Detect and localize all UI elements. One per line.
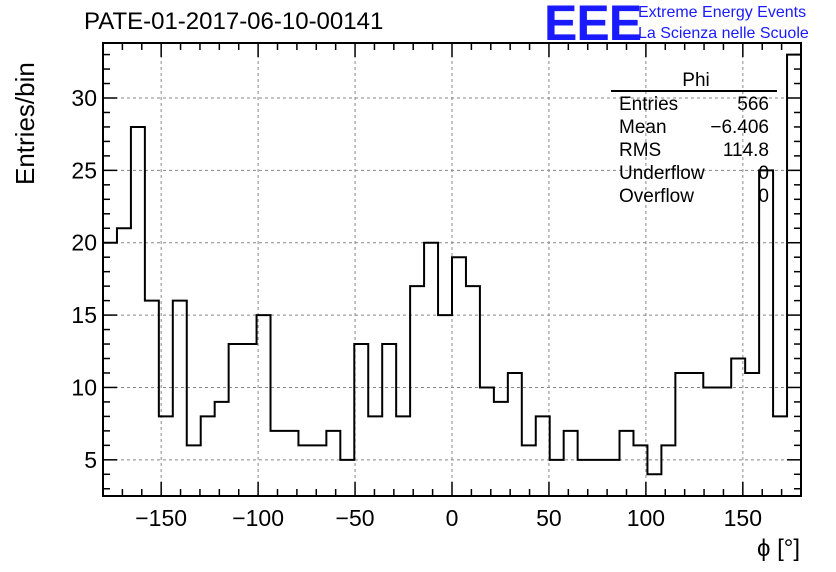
- chart-title: PATE-01-2017-06-10-00141: [84, 8, 384, 35]
- histogram-bin: [773, 416, 787, 496]
- histogram-bin: [508, 373, 522, 496]
- y-tick-label: 30: [71, 85, 97, 111]
- stats-box: Phi Entries 566 Mean −6.406 RMS 114.8 Underflo…: [611, 70, 777, 207]
- stats-rows: Entries 566 Mean −6.406 RMS 114.8 Underflow 0 Ov…: [619, 94, 769, 207]
- stats-row-value: 0: [758, 186, 769, 207]
- histogram-bin: [243, 344, 257, 496]
- histogram-bin: [592, 460, 606, 496]
- y-tick-label: 15: [71, 302, 97, 328]
- histogram-bin: [382, 344, 396, 496]
- histogram-bin: [326, 431, 340, 496]
- histogram-bin: [354, 344, 368, 496]
- histogram-bin: [564, 431, 578, 496]
- stats-row-label: Overflow: [619, 186, 694, 207]
- histogram-bin: [396, 416, 410, 496]
- histogram-bin: [215, 402, 229, 496]
- stats-row-label: Mean: [619, 117, 667, 138]
- x-tick-label: 100: [627, 505, 665, 531]
- histogram-bin: [536, 416, 550, 496]
- eee-logo: EEE: [544, 0, 642, 51]
- y-tick-label: 10: [71, 374, 97, 400]
- histogram-bin: [284, 431, 298, 496]
- histogram-bin: [145, 301, 159, 496]
- histogram-bin: [703, 387, 717, 496]
- histogram-bin: [759, 170, 773, 496]
- histogram-bin: [117, 228, 131, 496]
- x-tick-label: 0: [446, 505, 459, 531]
- histogram-bin: [550, 460, 564, 496]
- stats-row-label: Entries: [619, 94, 678, 115]
- histogram-bin: [620, 431, 634, 496]
- stats-row-value: −6.406: [710, 117, 769, 138]
- histogram-bin: [647, 474, 661, 496]
- stats-row-value: 114.8: [723, 140, 769, 161]
- histogram-bin: [410, 286, 424, 496]
- histogram-bin: [173, 301, 187, 496]
- histogram-bin: [494, 402, 508, 496]
- y-tick-label: 5: [84, 447, 97, 473]
- stats-row-value: 566: [737, 94, 769, 115]
- histogram-bin: [312, 445, 326, 496]
- plot-frame: [102, 42, 802, 497]
- x-axis-label: ϕ [°]: [756, 535, 800, 562]
- histogram-bin: [257, 315, 271, 496]
- stats-row-label: Underflow: [619, 163, 705, 184]
- logo-line-2: La Scienza nelle Scuole: [638, 25, 809, 42]
- stats-row-value: 0: [758, 163, 769, 184]
- histogram-bin: [689, 373, 703, 496]
- histogram-bin: [298, 445, 312, 496]
- histogram-bin: [368, 416, 382, 496]
- histogram-bin: [187, 445, 201, 496]
- histogram-bin: [103, 243, 117, 496]
- x-tick-label: −150: [135, 505, 187, 531]
- histogram-bin: [201, 416, 215, 496]
- y-tick-label: 20: [71, 230, 97, 256]
- y-tick-label: 25: [71, 157, 97, 183]
- histogram-bin: [661, 445, 675, 496]
- histogram-bin: [745, 373, 759, 496]
- x-tick-label: 50: [536, 505, 562, 531]
- axis-ticks: [102, 43, 802, 496]
- histogram-bin: [271, 431, 285, 496]
- logo-line-1: Extreme Energy Events: [638, 4, 807, 21]
- histogram-bin: [466, 286, 480, 496]
- histogram-bin: [424, 243, 438, 496]
- stats-row-label: RMS: [619, 140, 661, 161]
- histogram-bin: [522, 445, 536, 496]
- histogram-bin: [438, 315, 452, 496]
- histogram-bin: [675, 373, 689, 496]
- histogram-outline: [102, 53, 802, 496]
- histogram-bin: [131, 127, 145, 496]
- x-tick-label: −100: [232, 505, 284, 531]
- histogram-bin: [717, 387, 731, 496]
- y-axis-label: Entries/bin: [10, 62, 40, 185]
- tick-labels: −150 −100 −50 0 50 100 150 5 10 15 20 25 30: [71, 85, 762, 531]
- histogram-bin: [229, 344, 243, 496]
- x-tick-label: −50: [336, 505, 375, 531]
- x-tick-label: 150: [724, 505, 762, 531]
- histogram-bin: [480, 387, 494, 496]
- histogram-bin: [787, 55, 801, 496]
- histogram-bin: [578, 460, 592, 496]
- histogram-bin: [340, 460, 354, 496]
- stats-title: Phi: [682, 70, 709, 91]
